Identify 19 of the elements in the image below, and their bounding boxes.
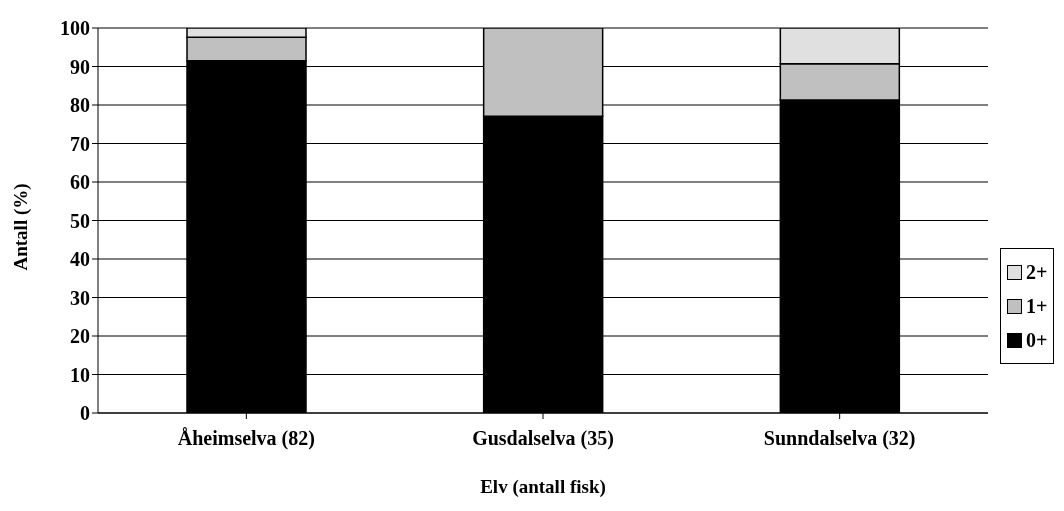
x-tick-label: Åheimselva (82) — [177, 427, 315, 451]
y-tick-label: 50 — [70, 209, 90, 232]
legend-label: 1+ — [1026, 294, 1048, 319]
y-tick-label: 20 — [70, 325, 90, 348]
y-tick-label: 90 — [70, 55, 90, 78]
legend-label: 2+ — [1026, 260, 1048, 285]
legend-label: 0+ — [1026, 328, 1048, 353]
y-tick-label: 10 — [70, 363, 90, 386]
y-tick-label: 100 — [60, 17, 90, 40]
y-tick-label: 80 — [70, 94, 90, 117]
y-tick-label: 70 — [70, 132, 90, 155]
y-axis-title: Antall (%) — [9, 183, 32, 271]
x-tick-label: Gusdalselva (35) — [472, 427, 614, 451]
y-tick-label: 40 — [70, 248, 90, 271]
x-axis-title: Elv (antall fisk) — [480, 476, 606, 498]
y-tick-label: 60 — [70, 171, 90, 194]
y-tick-label: 0 — [80, 402, 90, 425]
x-tick-label: Sunndalselva (32) — [763, 427, 916, 451]
y-tick-label: 30 — [70, 286, 90, 309]
